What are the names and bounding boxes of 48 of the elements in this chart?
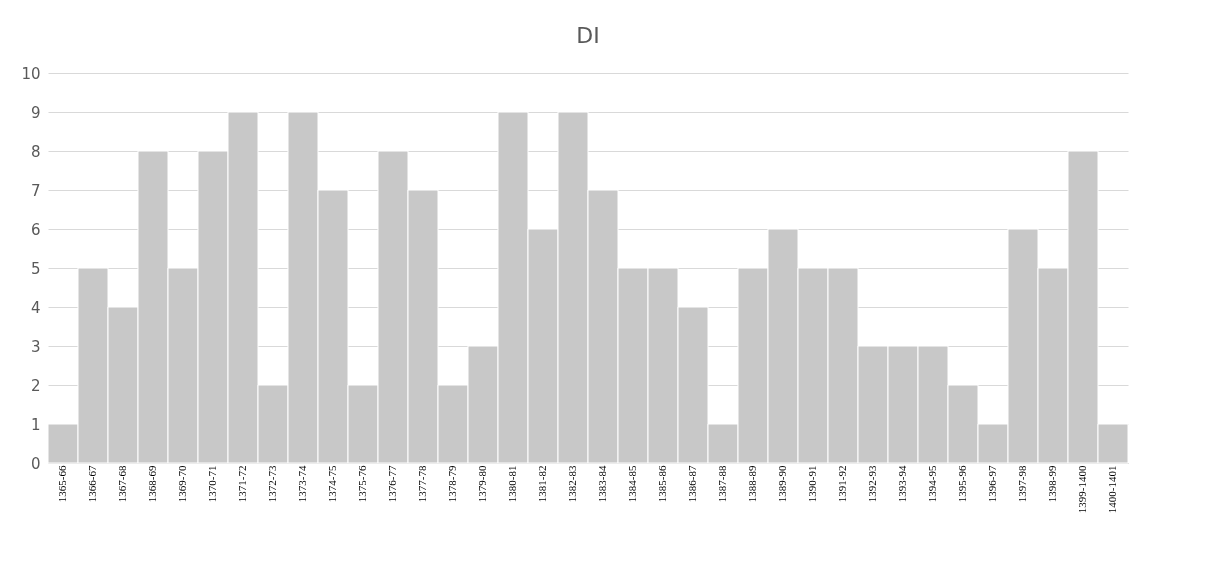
y-tick-label: 1 bbox=[30, 415, 41, 434]
x-tick-label: 1370-71 bbox=[206, 465, 218, 503]
y-tick-label: 2 bbox=[30, 376, 41, 395]
x-tick-label: 1383-84 bbox=[596, 465, 608, 503]
y-tick-label: 8 bbox=[30, 142, 41, 161]
y-tick-label: 6 bbox=[30, 220, 41, 239]
y-tick-label: 9 bbox=[30, 103, 41, 122]
x-tick-label: 1387-88 bbox=[716, 465, 728, 503]
x-tick-label: 1389-90 bbox=[776, 465, 788, 503]
y-tick-label: 10 bbox=[21, 64, 41, 83]
x-tick-label: 1379-80 bbox=[476, 465, 488, 503]
x-tick-label: 1400-1401 bbox=[1106, 465, 1118, 514]
y-tick-label: 5 bbox=[30, 259, 41, 278]
y-tick-label: 7 bbox=[30, 181, 41, 200]
x-tick-label: 1384-85 bbox=[626, 465, 638, 503]
x-tick-label: 1373-74 bbox=[296, 465, 308, 503]
y-tick-label: 4 bbox=[30, 298, 41, 317]
x-tick-label: 1397-98 bbox=[1016, 465, 1028, 503]
x-tick-label: 1368-69 bbox=[146, 465, 158, 503]
x-tick-label: 1382-83 bbox=[566, 465, 578, 503]
x-tick-label: 1390-91 bbox=[806, 465, 818, 503]
x-tick-label: 1366-67 bbox=[86, 465, 98, 503]
x-tick-label: 1391-92 bbox=[836, 465, 848, 503]
x-tick-label: 1365-66 bbox=[56, 465, 68, 503]
y-tick-label: 0 bbox=[30, 454, 41, 473]
x-tick-label: 1386-87 bbox=[686, 465, 698, 503]
x-tick-label: 1385-86 bbox=[656, 465, 668, 503]
x-tick-label: 1371-72 bbox=[236, 465, 248, 503]
x-tick-label: 1393-94 bbox=[896, 465, 908, 503]
x-tick-label: 1396-97 bbox=[986, 465, 998, 503]
x-tick-label: 1376-77 bbox=[386, 465, 398, 503]
x-tick-label: 1378-79 bbox=[446, 465, 458, 503]
x-tick-label: 1367-68 bbox=[116, 465, 128, 503]
y-tick-label: 3 bbox=[30, 337, 41, 356]
x-tick-label: 1375-76 bbox=[356, 465, 368, 503]
x-tick-label: 1388-89 bbox=[746, 465, 758, 503]
chart-title: DI bbox=[576, 23, 600, 48]
x-tick-label: 1395-96 bbox=[956, 465, 968, 503]
x-tick-label: 1381-82 bbox=[536, 465, 548, 503]
x-tick-label: 1380-81 bbox=[506, 465, 518, 503]
x-tick-label: 1374-75 bbox=[326, 465, 338, 503]
x-tick-label: 1372-73 bbox=[266, 465, 278, 503]
x-tick-label: 1399-1400 bbox=[1076, 465, 1088, 514]
x-tick-label: 1394-95 bbox=[926, 465, 938, 503]
x-tick-label: 1398-99 bbox=[1046, 465, 1058, 503]
x-tick-label: 1392-93 bbox=[866, 465, 878, 503]
x-tick-label: 1369-70 bbox=[176, 465, 188, 503]
x-tick-label: 1377-78 bbox=[416, 465, 428, 503]
